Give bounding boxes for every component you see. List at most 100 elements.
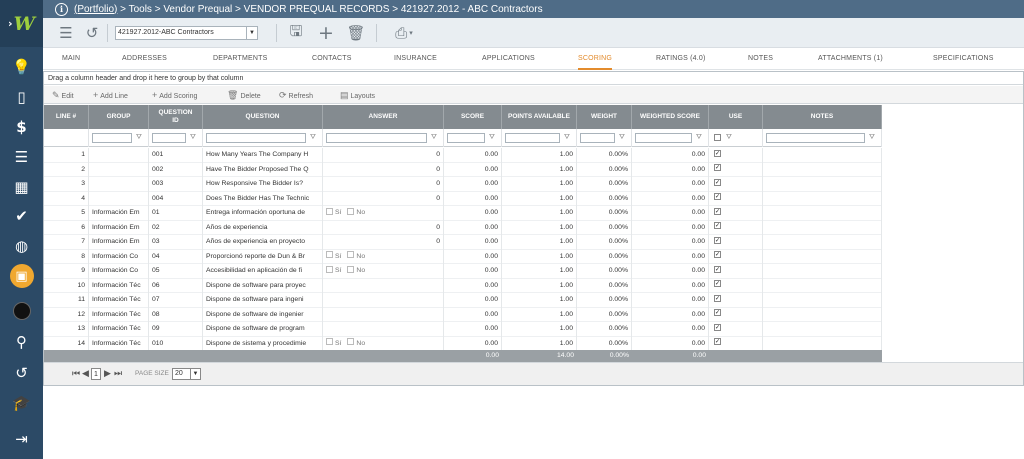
table-row[interactable]: 12 Información Téc 08 Dispone de software d… <box>44 308 882 323</box>
no-checkbox[interactable] <box>347 251 354 258</box>
filter-icon[interactable]: ⛛ <box>562 133 572 143</box>
prev-page-icon[interactable]: ◀ <box>82 369 89 379</box>
table-row[interactable]: 2 002 Have The Bidder Proposed The Q 0 0.00 1… <box>44 163 882 178</box>
delete-button[interactable]: 🗑 Delete <box>227 86 261 104</box>
yes-checkbox[interactable] <box>326 208 333 215</box>
tab-main[interactable]: Main <box>62 48 80 70</box>
document-icon[interactable]: ▯ <box>0 86 43 108</box>
yes-checkbox[interactable] <box>326 251 333 258</box>
use-checkbox[interactable]: ✓ <box>714 237 721 244</box>
filter-input-question-id[interactable] <box>152 133 186 143</box>
no-checkbox[interactable] <box>347 266 354 273</box>
first-page-icon[interactable]: ⏮ <box>72 369 80 379</box>
table-row[interactable]: 4 004 Does The Bidder Has The Technic 0 0.00… <box>44 192 882 207</box>
use-filter-checkbox[interactable] <box>714 134 721 141</box>
filter-input-points-available[interactable] <box>505 133 560 143</box>
filter-icon[interactable]: ⛛ <box>867 133 877 143</box>
table-row[interactable]: 1 001 How Many Years The Company H 0 0.00 1.0… <box>44 148 882 163</box>
add-icon[interactable]: + <box>317 24 335 42</box>
table-row[interactable]: 14 Información Téc 010 Dispone de sistema y… <box>44 337 882 352</box>
use-checkbox[interactable]: ✓ <box>714 280 721 287</box>
tab-addresses[interactable]: Addresses <box>122 48 167 70</box>
chevron-down-icon[interactable]: ▼ <box>246 27 257 39</box>
filter-input-notes[interactable] <box>766 133 865 143</box>
filter-icon[interactable]: ⛛ <box>134 133 144 143</box>
filter-icon[interactable]: ⛛ <box>308 133 318 143</box>
avatar[interactable] <box>0 300 43 322</box>
tab-departments[interactable]: Departments <box>213 48 267 70</box>
history-icon[interactable]: ↺ <box>83 24 101 42</box>
yes-checkbox[interactable] <box>326 266 333 273</box>
breadcrumb-portfolio-link[interactable]: (Portfolio) <box>74 4 117 15</box>
col-header-use[interactable]: USE <box>709 105 763 129</box>
no-checkbox[interactable] <box>347 338 354 345</box>
filter-input-question[interactable] <box>206 133 306 143</box>
tab-insurance[interactable]: Insurance <box>394 48 437 70</box>
table-row[interactable]: 13 Información Téc 09 Dispone de software d… <box>44 322 882 337</box>
expand-chevron-icon[interactable]: › <box>8 17 13 30</box>
lightbulb-icon[interactable]: 💡 <box>0 56 43 78</box>
layouts-button[interactable]: ▤ Layouts <box>340 86 375 104</box>
dollar-icon[interactable]: $ <box>0 116 43 138</box>
use-checkbox[interactable]: ✓ <box>714 150 721 157</box>
search-icon[interactable]: ⚲ <box>0 331 43 353</box>
briefcase-icon[interactable]: ▣ <box>0 265 43 287</box>
add-scoring-button[interactable]: + Add Scoring <box>152 86 197 104</box>
use-checkbox[interactable]: ✓ <box>714 179 721 186</box>
filter-icon[interactable]: ⛛ <box>188 133 198 143</box>
table-row[interactable]: 10 Información Téc 06 Dispone de software p… <box>44 279 882 294</box>
tab-applications[interactable]: Applications <box>482 48 535 70</box>
col-header-question[interactable]: QUESTION <box>203 105 323 129</box>
col-header-group[interactable]: GROUP <box>89 105 149 129</box>
use-checkbox[interactable]: ✓ <box>714 266 721 273</box>
info-icon[interactable]: i <box>55 3 68 16</box>
use-checkbox[interactable]: ✓ <box>714 251 721 258</box>
current-page[interactable]: 1 <box>91 368 101 380</box>
add-line-button[interactable]: + Add Line <box>93 86 128 104</box>
check-icon[interactable]: ✔ <box>0 205 43 227</box>
table-row[interactable]: 8 Información Co 04 Proporcionó reporte de … <box>44 250 882 265</box>
list-icon[interactable]: ☰ <box>57 24 75 42</box>
filter-icon[interactable]: ⛛ <box>724 133 734 143</box>
col-header-weighted-score[interactable]: WEIGHTED SCORE <box>632 105 709 129</box>
filter-input-weighted-score[interactable] <box>635 133 692 143</box>
use-checkbox[interactable]: ✓ <box>714 338 721 345</box>
col-header-notes[interactable]: NOTES <box>763 105 882 129</box>
filter-icon[interactable]: ⛛ <box>617 133 627 143</box>
col-header-score[interactable]: SCORE <box>444 105 502 129</box>
trash-icon[interactable]: 🗑 <box>347 24 365 42</box>
table-row[interactable]: 5 Información Em 01 Entrega información opo… <box>44 206 882 221</box>
filter-icon[interactable]: ⛛ <box>429 133 439 143</box>
tab-specifications[interactable]: Specifications <box>933 48 994 70</box>
use-checkbox[interactable]: ✓ <box>714 164 721 171</box>
use-checkbox[interactable]: ✓ <box>714 309 721 316</box>
refresh-button[interactable]: ⟳ Refresh <box>279 86 313 104</box>
save-icon[interactable]: 🖫 <box>287 24 305 42</box>
edit-button[interactable]: ✎ Edit <box>52 86 74 104</box>
cell-answer[interactable]: Sí No <box>323 264 444 279</box>
use-checkbox[interactable]: ✓ <box>714 222 721 229</box>
col-header-answer[interactable]: ANSWER <box>323 105 444 129</box>
next-page-icon[interactable]: ▶ <box>104 369 111 379</box>
yes-checkbox[interactable] <box>326 338 333 345</box>
filter-input-group[interactable] <box>92 133 132 143</box>
tab-scoring[interactable]: Scoring <box>578 48 612 70</box>
history-icon[interactable]: ↺ <box>0 362 43 384</box>
filter-input-weight[interactable] <box>580 133 615 143</box>
filter-icon[interactable]: ⛛ <box>487 133 497 143</box>
col-header-line-number[interactable]: LINE # <box>44 105 89 129</box>
table-row[interactable]: 3 003 How Responsive The Bidder Is? 0 0.00 1.… <box>44 177 882 192</box>
col-header-question-id[interactable]: QUESTION ID <box>149 105 203 129</box>
page-size-select[interactable]: 20 ▼ <box>172 368 201 380</box>
use-checkbox[interactable]: ✓ <box>714 295 721 302</box>
tab-notes[interactable]: Notes <box>748 48 773 70</box>
table-row[interactable]: 11 Información Téc 07 Dispone de software p… <box>44 293 882 308</box>
table-row[interactable]: 7 Información Em 03 Años de experiencia en … <box>44 235 882 250</box>
app-logo[interactable]: › W <box>0 0 43 47</box>
no-checkbox[interactable] <box>347 208 354 215</box>
tab-ratings-4-0[interactable]: Ratings (4.0) <box>656 48 706 70</box>
logout-icon[interactable]: ⇥ <box>0 428 43 450</box>
filter-icon[interactable]: ⛛ <box>694 133 704 143</box>
use-checkbox[interactable]: ✓ <box>714 193 721 200</box>
filter-input-answer[interactable] <box>326 133 427 143</box>
